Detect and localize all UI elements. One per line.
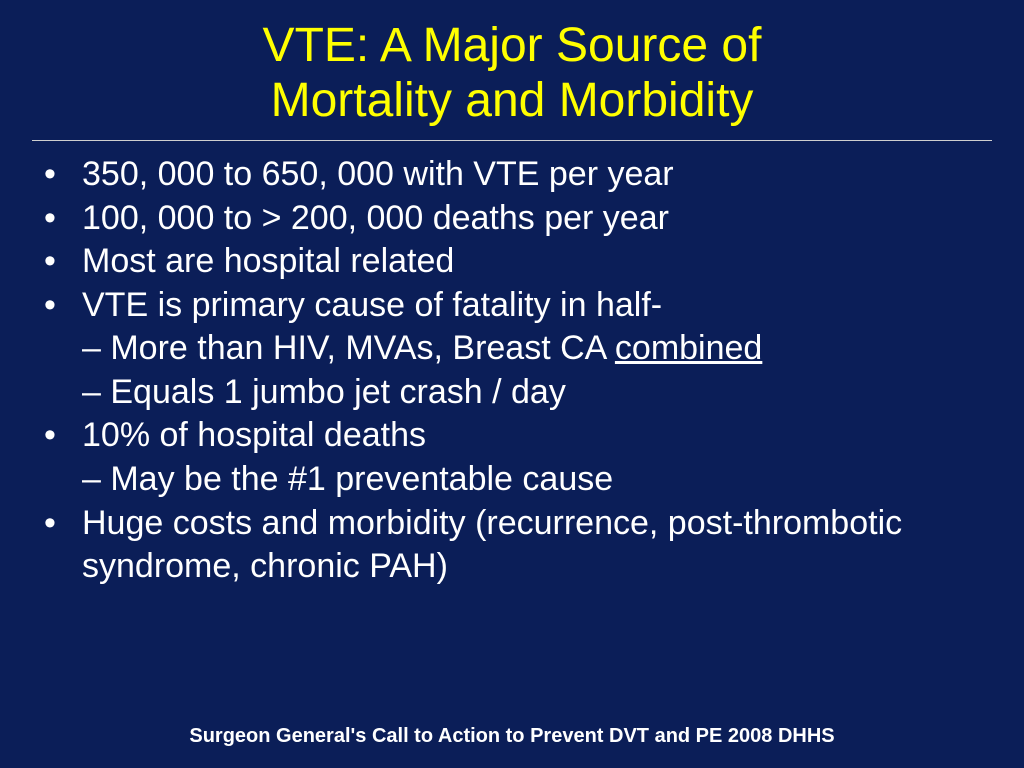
bullet-item: 100, 000 to > 200, 000 deaths per year: [36, 197, 992, 241]
bullet-item: VTE is primary cause of fatality in half…: [36, 284, 992, 415]
title-divider: [32, 140, 992, 141]
sub-bullet-text: May be the #1 preventable cause: [110, 460, 613, 498]
sub-bullet-text: Equals 1 jumbo jet crash / day: [110, 373, 565, 411]
underlined-word: combined: [615, 329, 762, 367]
bullet-text: 350, 000 to 650, 000 with VTE per year: [82, 155, 674, 193]
slide-body: 350, 000 to 650, 000 with VTE per year 1…: [32, 153, 992, 588]
bullet-item: 350, 000 to 650, 000 with VTE per year: [36, 153, 992, 197]
title-line-1: VTE: A Major Source of: [263, 19, 762, 72]
slide-footer: Surgeon General's Call to Action to Prev…: [0, 725, 1024, 748]
sub-bullet-item: Equals 1 jumbo jet crash / day: [82, 371, 992, 415]
sub-bullet-text: More than HIV, MVAs, Breast CA: [110, 329, 615, 367]
bullet-item: Most are hospital related: [36, 240, 992, 284]
bullet-text: Huge costs and morbidity (recurrence, po…: [82, 504, 902, 586]
bullet-text: VTE is primary cause of fatality in half…: [82, 286, 662, 324]
slide-title: VTE: A Major Source of Mortality and Mor…: [32, 18, 992, 138]
sub-bullet-item: More than HIV, MVAs, Breast CA combined: [82, 327, 992, 371]
bullet-text: Most are hospital related: [82, 242, 454, 280]
sub-bullet-item: May be the #1 preventable cause: [82, 458, 992, 502]
title-line-2: Mortality and Morbidity: [271, 74, 754, 127]
bullet-text: 10% of hospital deaths: [82, 416, 426, 454]
bullet-text: 100, 000 to > 200, 000 deaths per year: [82, 199, 669, 237]
bullet-item: Huge costs and morbidity (recurrence, po…: [36, 502, 992, 589]
bullet-item: 10% of hospital deaths May be the #1 pre…: [36, 414, 992, 501]
